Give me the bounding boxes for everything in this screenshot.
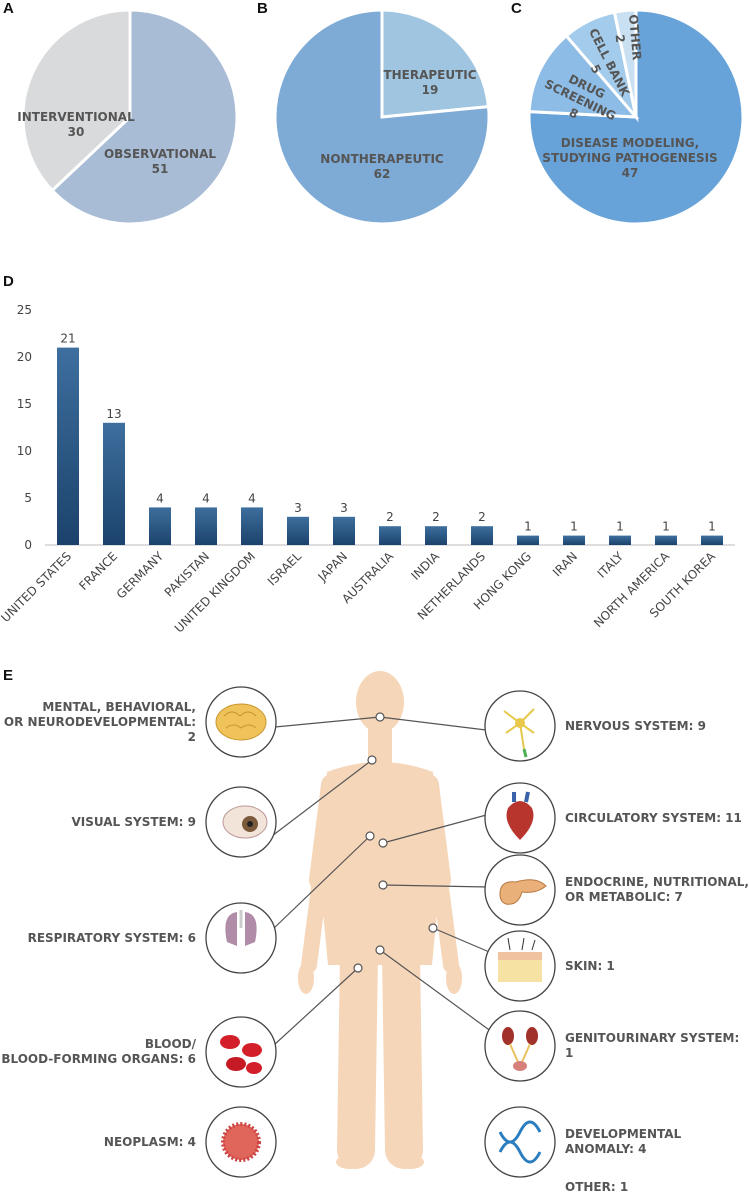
slice-name: THERAPEUTIC (383, 68, 477, 82)
slice-name: INTERVENTIONAL (17, 110, 135, 124)
y-tick-label: 15 (17, 397, 32, 411)
x-tick-label: INDIA (409, 549, 443, 583)
bar (471, 526, 493, 545)
bar-value-label: 1 (662, 520, 670, 534)
x-tick-label: ISRAEL (265, 549, 304, 588)
organ-label: VISUAL SYSTEM: 9 (71, 814, 196, 829)
organ-label: NEOPLASM: 4 (103, 1134, 196, 1149)
pie-slice (380, 8, 491, 119)
body-points (353, 712, 438, 973)
organ-label: SKIN: 1 (565, 958, 615, 973)
y-tick-label: 10 (17, 444, 32, 458)
panel-label: A (3, 0, 14, 17)
slice-value: 62 (373, 167, 391, 181)
bar (57, 347, 79, 545)
panel-label: E (3, 667, 14, 684)
bar-value-label: 3 (294, 501, 302, 515)
bar-value-label: 2 (432, 510, 440, 524)
y-tick-label: 5 (24, 491, 32, 505)
organ-label: OTHER: 1 (565, 1180, 629, 1194)
organ-label: BLOOD/ BLOOD-FORMING ORGANS: 6 (1, 1037, 196, 1066)
bar (563, 535, 585, 545)
x-tick-label: IRAN (550, 549, 580, 579)
x-tick-label: UNITED STATES (0, 549, 74, 625)
x-tick-label: JAPAN (315, 549, 350, 584)
icons (215, 703, 547, 1164)
bar-value-label: 1 (616, 520, 624, 534)
y-tick-label: 0 (24, 538, 32, 552)
slice-label: INTERVENTIONAL 30 (0, 110, 166, 140)
bar (287, 516, 309, 545)
bar (195, 507, 217, 545)
slice-name: DISEASE MODELING, STUDYING PATHOGENESIS (542, 135, 718, 165)
pie-slice (50, 8, 239, 226)
slice-label: OBSERVATIONAL 51 (70, 147, 250, 177)
panel-label: B (257, 0, 268, 17)
x-tick-label: FRANCE (76, 549, 120, 593)
bar (655, 535, 677, 545)
organ-label: MENTAL, BEHAVIORAL, OR NEURODEVELOPMENTA… (3, 699, 196, 744)
bar-value-label: 3 (340, 501, 348, 515)
bar-value-label: 2 (386, 510, 394, 524)
y-tick-label: 25 (17, 303, 32, 317)
pie-slice (612, 8, 638, 118)
bar (425, 526, 447, 545)
bar (333, 516, 355, 545)
organ-label: RESPIRATORY SYSTEM: 6 (27, 930, 196, 945)
pie-slice (21, 8, 132, 193)
bar-value-label: 21 (60, 332, 75, 346)
panel-label: D (3, 273, 14, 290)
panel-label: C (511, 0, 522, 17)
slice-label: DISEASE MODELING, STUDYING PATHOGENESIS 4… (540, 136, 720, 181)
slice-value: 30 (67, 125, 85, 139)
x-tick-label: ITALY (595, 549, 627, 581)
bar-value-label: 4 (248, 491, 256, 505)
bar-value-label: 13 (106, 407, 121, 421)
bar-value-label: 1 (524, 520, 532, 534)
bar (517, 535, 539, 545)
bar-value-label: 1 (570, 520, 578, 534)
slice-name: OBSERVATIONAL (103, 147, 217, 161)
bar (701, 535, 723, 545)
connector-lines (271, 716, 495, 1046)
bar-value-label: 1 (708, 520, 716, 534)
body-silhouette (298, 671, 462, 1169)
organ-label: CIRCULATORY SYSTEM: 11 (565, 810, 742, 825)
bar-value-label: 4 (202, 491, 210, 505)
y-tick-label: 20 (17, 350, 32, 364)
slice-value: 19 (421, 83, 439, 97)
organ-label: NERVOUS SYSTEM: 9 (565, 718, 706, 733)
bar (103, 422, 125, 545)
slice-value: 51 (151, 162, 169, 176)
bar-value-label: 2 (478, 510, 486, 524)
organ-label: ENDOCRINE, NUTRITIONAL, OR METABOLIC: 7 (565, 875, 749, 904)
bar (609, 535, 631, 545)
slice-name: NONTHERAPEUTIC (320, 152, 444, 166)
bar-value-label: 4 (156, 491, 164, 505)
organ-label: DEVELOPMENTAL ANOMALY: 4 (565, 1127, 682, 1156)
x-tick-label: GERMANY (114, 549, 167, 602)
x-tick-label: UNITED KINGDOM (172, 549, 258, 635)
pie-slice (527, 33, 640, 119)
bar (379, 526, 401, 545)
slice-label: THERAPEUTIC 19 (340, 68, 520, 98)
bar (149, 507, 171, 545)
slice-value: 47 (621, 165, 639, 180)
bar (241, 507, 263, 545)
slice-label: NONTHERAPEUTIC 62 (292, 152, 472, 182)
organ-label: GENITOURINARY SYSTEM: 1 (565, 1031, 740, 1060)
pie-slice (273, 8, 491, 226)
